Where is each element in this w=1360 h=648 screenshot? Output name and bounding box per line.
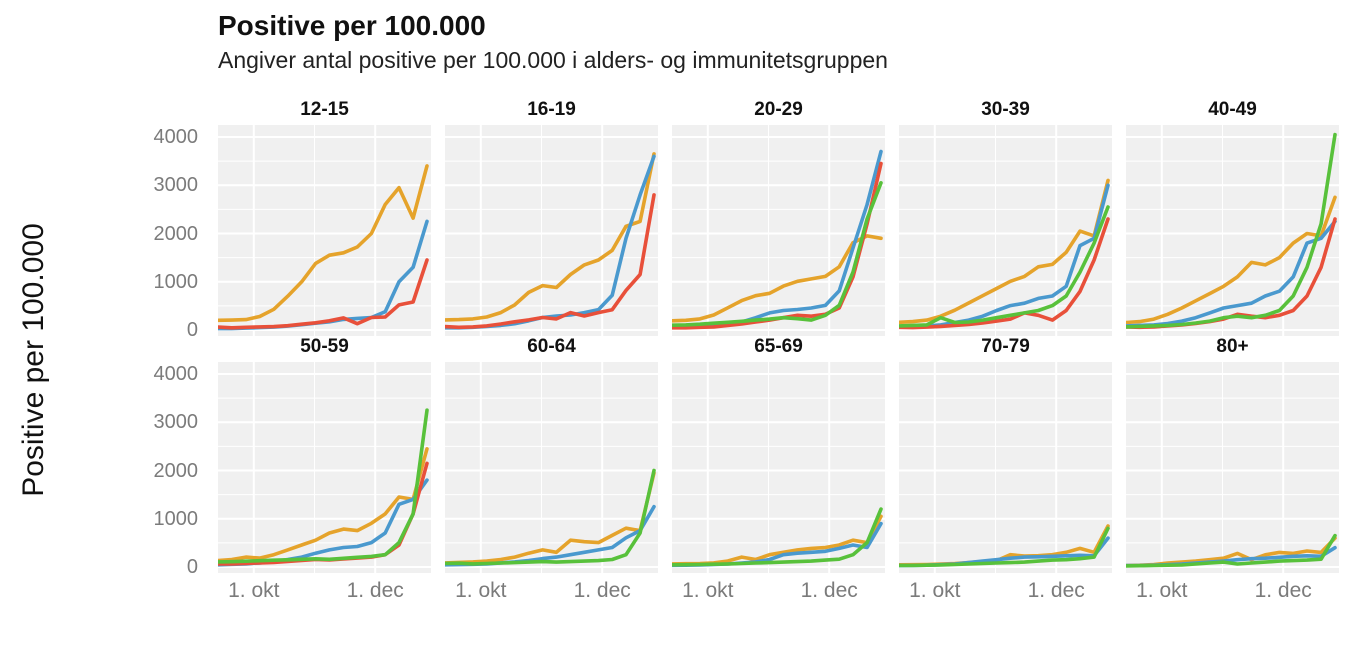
facet-title: 80+ (1216, 336, 1249, 357)
y-tick-label: 4000 (153, 126, 199, 148)
x-axis-ticks: 1. okt 1. dec (672, 573, 885, 607)
series-line-orange (218, 447, 429, 563)
y-tick-label: 3000 (153, 411, 199, 434)
facet-40-49: 40-49 (1126, 99, 1339, 336)
facet-title: 50-59 (300, 336, 349, 357)
series-line-green (1126, 132, 1337, 329)
y-tick-label: 4000 (153, 363, 199, 385)
facet-chart-12-15 (218, 125, 431, 336)
x-tick-label: 1. okt (455, 579, 507, 602)
y-tick-label: 3000 (153, 174, 199, 197)
facet-chart-65-69 (672, 362, 885, 573)
series-line-green (672, 180, 883, 327)
series-line-green (899, 205, 1110, 328)
series-line-orange (445, 471, 656, 565)
y-tick-label: 0 (186, 556, 198, 578)
facet-20-29: 20-29 (672, 99, 885, 336)
facet-chart-80+ (1126, 362, 1339, 573)
series-line-orange (1126, 195, 1337, 325)
chart-header: Positive per 100.000 Angiver antal posit… (218, 10, 888, 74)
y-tick-label: 1000 (153, 507, 199, 530)
x-tick-label: 1. dec (346, 579, 404, 602)
facet-title: 16-19 (527, 99, 576, 120)
series-line-red (445, 193, 656, 330)
x-axis-ticks: 1. okt 1. dec (218, 573, 431, 607)
y-axis-ticks: 0 1000 2000 3000 4000 (148, 99, 204, 341)
facet-chart-30-39 (899, 125, 1112, 336)
x-axis-ticks: 1. okt 1. dec (899, 573, 1112, 607)
x-tick-label: 1. dec (573, 579, 631, 602)
x-tick-label: 1. okt (228, 579, 280, 602)
y-tick-label: 2000 (153, 459, 199, 482)
y-tick-label: 1000 (153, 270, 199, 293)
y-axis-title: Positive per 100.000 (6, 110, 62, 610)
facet-chart-60-64 (445, 362, 658, 573)
x-tick-label: 1. okt (682, 579, 734, 602)
facet-65-69: 65-69 1. okt 1. dec (672, 336, 885, 607)
facet-60-64: 60-64 1. okt 1. dec (445, 336, 658, 607)
x-tick-label: 1. dec (800, 579, 858, 602)
x-tick-label: 1. dec (1254, 579, 1312, 602)
series-line-orange (218, 164, 429, 323)
facet-title: 40-49 (1208, 99, 1257, 120)
x-tick-label: 1. dec (1027, 579, 1085, 602)
chart-subtitle: Angiver antal positive per 100.000 i ald… (218, 47, 888, 74)
facet-16-19: 16-19 (445, 99, 658, 336)
x-tick-label: 1. okt (909, 579, 961, 602)
facet-row: 0 1000 2000 3000 4000 50-59 1. okt 1. dec 60-64 1… (148, 336, 1339, 607)
series-line-orange (672, 234, 883, 323)
series-line-green (218, 408, 429, 564)
facet-chart-16-19 (445, 125, 658, 336)
series-line-orange (899, 178, 1110, 325)
facet-12-15: 12-15 (218, 99, 431, 336)
series-line-orange (445, 152, 656, 322)
series-line-green (1126, 533, 1337, 568)
facet-70-79: 70-79 1. okt 1. dec (899, 336, 1112, 607)
y-axis-title-text: Positive per 100.000 (17, 223, 51, 497)
y-tick-label: 2000 (153, 222, 199, 245)
facet-title: 65-69 (754, 336, 803, 357)
series-line-red (899, 217, 1110, 330)
y-axis-ticks: 0 1000 2000 3000 4000 (148, 336, 204, 607)
facet-80+: 80+ 1. okt 1. dec (1126, 336, 1339, 607)
facet-chart-40-49 (1126, 125, 1339, 336)
series-line-green (445, 468, 656, 566)
x-tick-label: 1. okt (1136, 579, 1188, 602)
facet-50-59: 50-59 1. okt 1. dec (218, 336, 431, 607)
facet-title: 20-29 (754, 99, 803, 120)
x-axis-ticks: 1. okt 1. dec (1126, 573, 1339, 607)
facet-grid: 0 1000 2000 3000 4000 12-15 16-19 20-29 30-39 40-… (148, 99, 1339, 607)
facet-title: 30-39 (981, 99, 1030, 120)
y-tick-label: 0 (186, 319, 198, 341)
facet-row: 0 1000 2000 3000 4000 12-15 16-19 20-29 30-39 40-… (148, 99, 1339, 341)
facet-chart-20-29 (672, 125, 885, 336)
series-line-green (899, 526, 1110, 568)
facet-title: 70-79 (981, 336, 1030, 357)
series-line-green (672, 507, 883, 567)
series-line-red (218, 258, 429, 330)
x-axis-ticks: 1. okt 1. dec (445, 573, 658, 607)
facet-title: 12-15 (300, 99, 349, 120)
facet-chart-50-59 (218, 362, 431, 573)
facet-chart-70-79 (899, 362, 1112, 573)
chart-title: Positive per 100.000 (218, 10, 486, 41)
facet-title: 60-64 (527, 336, 576, 357)
facet-30-39: 30-39 (899, 99, 1112, 336)
